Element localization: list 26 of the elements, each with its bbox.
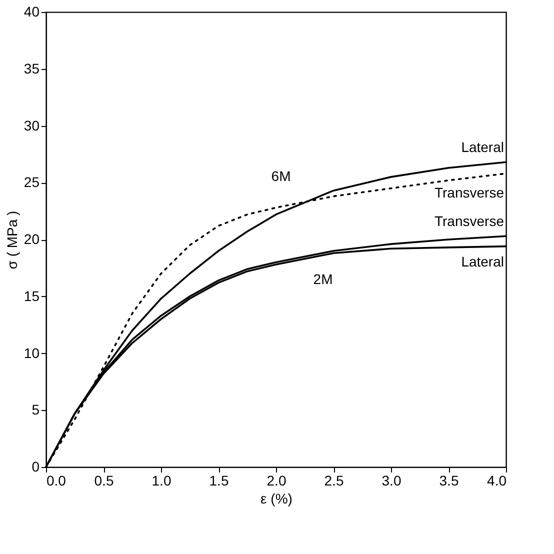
y-axis-title: σ ( MPa ) [4,210,20,270]
x-axis-title: ε (%) [260,490,292,506]
y-tick-label: 15 [24,288,40,304]
y-tick-label: 5 [32,402,40,418]
annotation: 6M [271,168,291,184]
series-label: Transverse [434,184,504,201]
x-tick-label: 1.0 [152,472,172,488]
series-label: Lateral [461,139,504,156]
x-tick-label: 1.5 [209,472,229,488]
x-tick-label: 3.0 [382,472,402,488]
x-tick-label: 3.5 [439,472,459,488]
y-tick-label: 35 [24,60,40,76]
y-tick-label: 25 [24,174,40,190]
x-tick-label: 2.5 [324,472,344,488]
series-label: Transverse [434,213,504,230]
y-tick-label: 30 [24,117,40,134]
y-tick-label: 20 [24,231,40,247]
series-label: Lateral [461,253,504,270]
y-tick-label: 10 [24,344,40,361]
annotation: 2M [313,271,333,287]
y-tick-label: 0 [32,458,40,474]
x-tick-label: 2.0 [266,472,286,488]
x-tick-label: 4.0 [487,472,507,488]
x-tick-label: 0.0 [46,472,66,488]
x-tick-label: 0.5 [94,472,114,488]
y-tick-label: 40 [24,4,40,20]
